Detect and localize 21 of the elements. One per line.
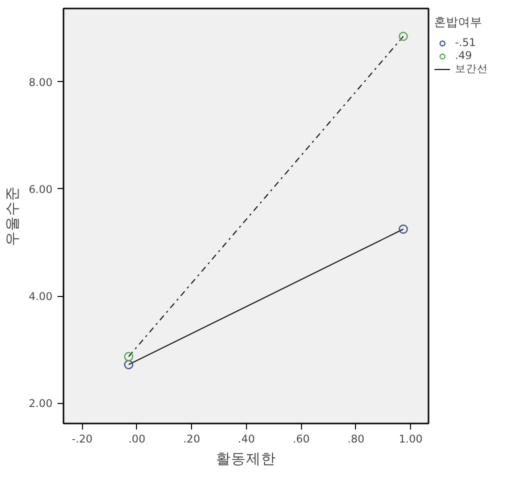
y-tick-label: 8.00 xyxy=(28,76,53,89)
point xyxy=(398,32,408,41)
point xyxy=(124,352,134,362)
x-tick-label: .60 xyxy=(292,432,310,446)
y-axis-title: 우울수준 xyxy=(4,186,21,246)
x-axis-title: 활동제한 xyxy=(216,450,276,468)
x-tick-label: .40 xyxy=(238,432,256,446)
x-tick-label: 1.00 xyxy=(398,432,423,446)
x-tick-label: -.20 xyxy=(72,432,93,446)
y-tick-label: 4.00 xyxy=(28,290,53,304)
text: 보간선 xyxy=(455,62,488,76)
x-tick-label: .80 xyxy=(347,432,365,446)
legend-label: .49 xyxy=(455,49,473,62)
y-tick-label: 6.00 xyxy=(28,182,53,196)
legend-title: 혼밥여부 xyxy=(434,14,483,31)
y-tick-label: 2.00 xyxy=(28,397,53,410)
point xyxy=(398,224,408,234)
x-tick-label: .20 xyxy=(183,432,200,446)
point xyxy=(124,360,134,370)
x-tick-label: .00 xyxy=(128,432,146,446)
legend-label: -.51 xyxy=(455,36,476,49)
